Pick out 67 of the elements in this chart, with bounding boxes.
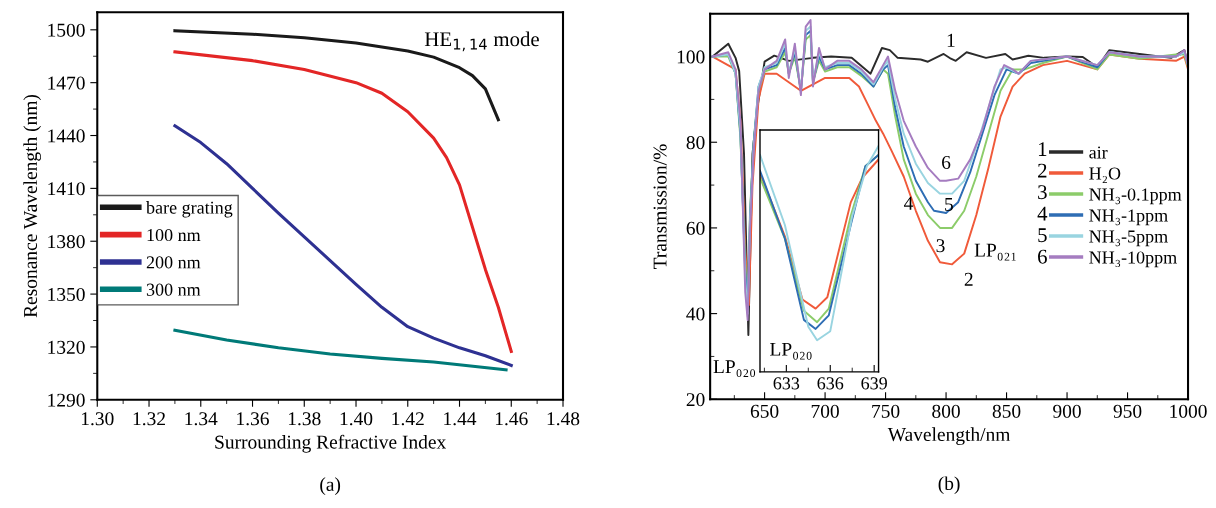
y-tick-label: 1470 — [48, 76, 85, 90]
x-tick-label: 639 — [861, 377, 887, 390]
x-tick-label: 750 — [872, 404, 900, 418]
annotation: 4 — [1037, 206, 1048, 221]
x-tick-label: 850 — [992, 404, 1021, 418]
legend-label: 100 nm — [147, 228, 201, 242]
x-tick-label: 700 — [811, 404, 839, 418]
annotation: 3 — [936, 239, 945, 253]
y-tick-label: 80 — [686, 136, 705, 150]
annotation: 5 — [1038, 228, 1047, 243]
annotation: 6 — [1038, 249, 1047, 264]
x-tick-label: 900 — [1053, 404, 1081, 418]
x-tick-label: 1000 — [1170, 404, 1207, 418]
x-tick-label: 800 — [932, 404, 960, 418]
y-tick-label: 1410 — [48, 182, 85, 196]
legend-label: bare grating — [146, 201, 233, 218]
legend-label: air — [1089, 146, 1108, 159]
legend-label: 200 nm — [146, 256, 201, 269]
x-tick-label: 1.36 — [237, 412, 269, 426]
annotation: 1 — [947, 33, 955, 47]
legend-label: NH₃-10ppm — [1089, 251, 1177, 268]
y-tick-label: 100 — [677, 50, 705, 64]
y-tick-label: 1380 — [48, 235, 85, 249]
text: (b) — [938, 476, 960, 495]
annotation: 1 — [1038, 142, 1047, 156]
x-tick-label: 1.30 — [81, 412, 114, 426]
x-tick-label: 1.44 — [444, 412, 477, 426]
legend-label: NH₃-5ppm — [1089, 230, 1168, 247]
y-tick-label: 40 — [686, 307, 705, 321]
annotation: 3 — [1038, 185, 1047, 200]
x-tick-label: 636 — [817, 377, 844, 390]
x-tick-label: 1.46 — [495, 412, 528, 426]
legend-label: H₂O — [1089, 167, 1121, 184]
x-tick-label: 1.38 — [288, 412, 321, 426]
annotation: 2 — [964, 272, 973, 286]
y-tick-label: 1500 — [48, 23, 85, 37]
annotation: LP₀₂₀ — [770, 342, 812, 360]
annotation: 5 — [945, 198, 953, 212]
x-tick-label: 950 — [1113, 404, 1142, 418]
x-axis-title: Surrounding Refractive Index — [215, 434, 446, 453]
x-axis-title: Wavelength/nm — [887, 427, 1011, 446]
x-tick-label: 1.48 — [547, 412, 580, 426]
legend-label: NH₃-1ppm — [1089, 209, 1168, 226]
text: (a) — [320, 477, 341, 495]
y-tick-label: 20 — [686, 393, 705, 407]
x-tick-label: 633 — [773, 377, 800, 390]
annotation: HE$_{1,14}$ mode — [424, 31, 539, 52]
y-tick-label: 60 — [686, 221, 705, 235]
annotation: 2 — [1038, 163, 1047, 178]
y-axis-title: Transmission/% — [653, 144, 667, 269]
x-tick-label: 1.34 — [185, 412, 218, 426]
y-tick-label: 1320 — [48, 340, 85, 354]
y-tick-label: 1440 — [48, 129, 85, 143]
line-series — [173, 328, 508, 372]
legend-label: 300 nm — [146, 283, 201, 296]
annotation: LP₀₂₁ — [974, 243, 1016, 261]
y-tick-label: 1350 — [48, 287, 85, 302]
annotation: 4 — [903, 196, 914, 210]
x-tick-label: 650 — [750, 404, 779, 418]
x-tick-label: 1.40 — [340, 412, 373, 426]
annotation: 6 — [942, 155, 951, 169]
x-tick-label: 1.32 — [133, 412, 165, 426]
legend-label: NH₃-0.1ppm — [1089, 188, 1182, 205]
annotation: LP₀₂₀ — [713, 360, 756, 378]
y-axis-title: Resonance Wavelength (nm) — [23, 94, 42, 318]
x-tick-label: 1.42 — [392, 412, 424, 426]
y-tick-label: 1290 — [48, 393, 85, 407]
